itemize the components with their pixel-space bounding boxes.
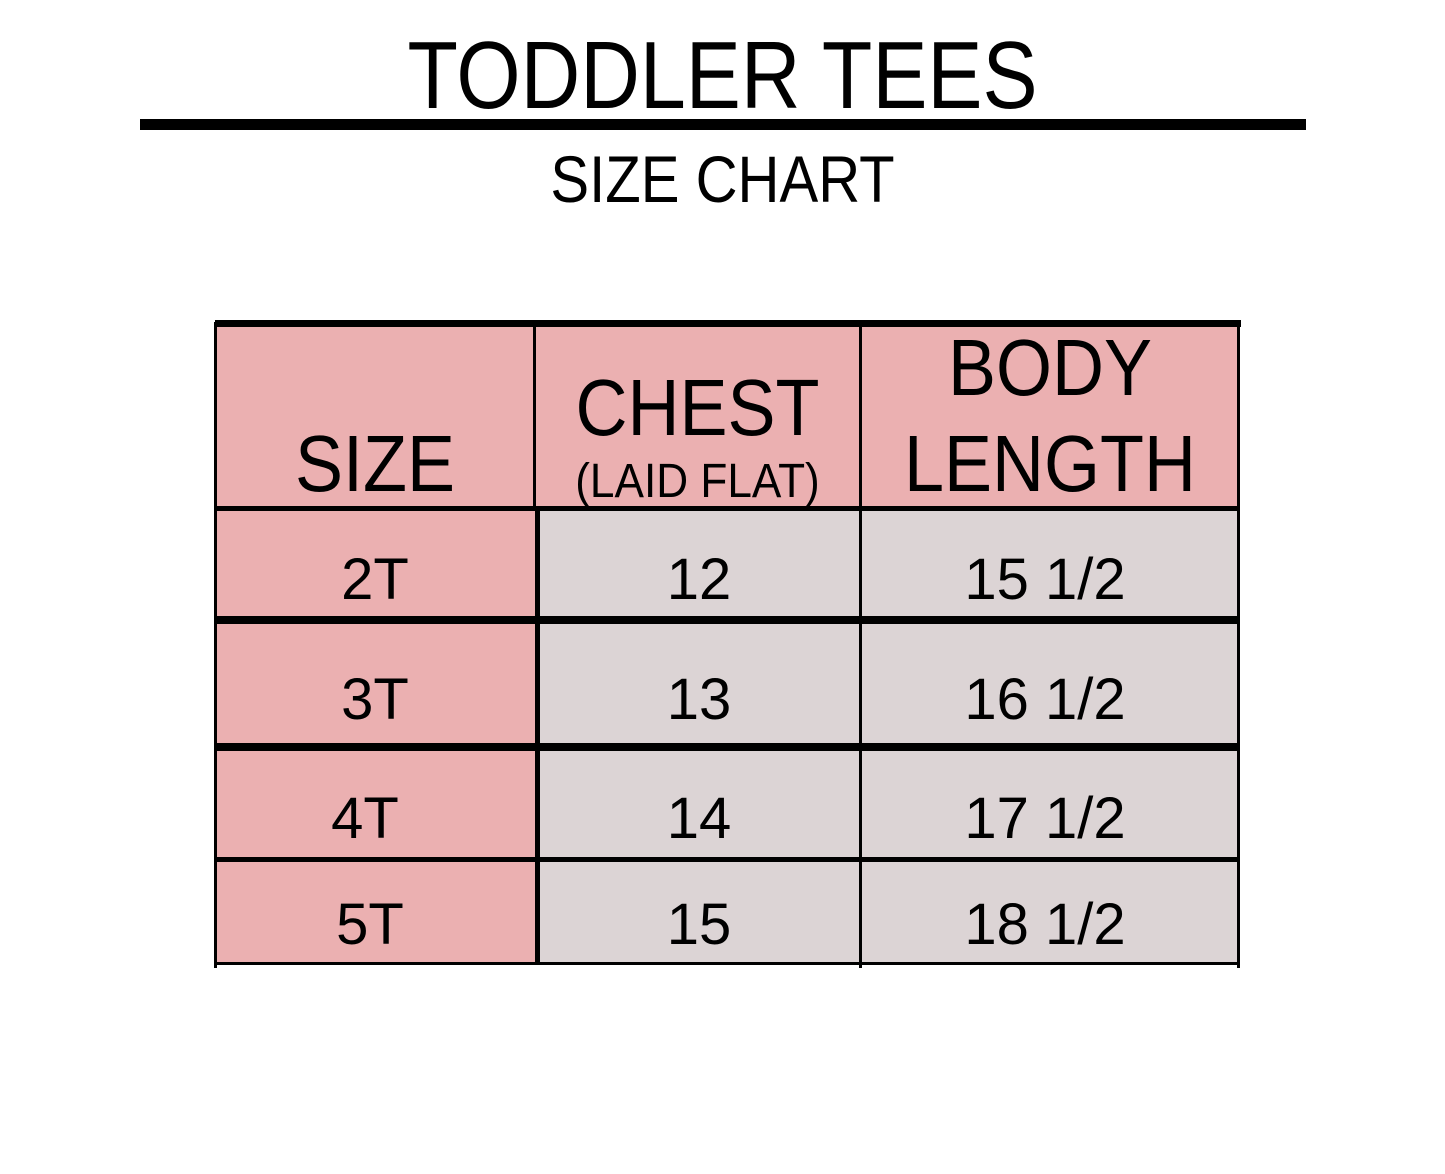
cell-body-length: 18 1/2 [964, 892, 1126, 957]
cell-body-length: 15 1/2 [964, 547, 1126, 612]
table-top-border [215, 320, 1241, 327]
page-subtitle: SIZE CHART [550, 142, 895, 216]
column-divider [535, 508, 540, 965]
header-body-length-line2: LENGTH [903, 419, 1197, 508]
table-right-border [1237, 322, 1240, 968]
title-divider [140, 119, 1306, 130]
table-bottom-border [215, 962, 1240, 965]
table-left-border [214, 322, 217, 968]
header-row [215, 322, 1240, 508]
row-divider [215, 616, 1240, 624]
cell-body-length: 16 1/2 [964, 667, 1126, 732]
cell-chest: 13 [666, 667, 732, 732]
header-chest: CHEST [575, 363, 820, 452]
data-area [535, 508, 1240, 965]
cell-size: 2T [341, 547, 409, 612]
row-divider [215, 743, 1240, 751]
header-size: SIZE [294, 419, 456, 508]
cell-size: 4T [331, 786, 399, 851]
cell-size: 5T [336, 892, 404, 957]
cell-body-length: 17 1/2 [964, 786, 1126, 851]
header-chest-note: (LAID FLAT) [575, 455, 820, 508]
row-divider [215, 506, 1240, 511]
header-body-length-line1: BODY [947, 323, 1153, 412]
cell-chest: 15 [666, 892, 732, 957]
cell-chest: 12 [666, 547, 732, 612]
row-divider [215, 857, 1240, 862]
cell-size: 3T [341, 667, 409, 732]
cell-chest: 14 [666, 786, 732, 851]
column-divider [859, 322, 862, 968]
page-title: TODDLER TEES [407, 22, 1038, 129]
column-divider [533, 322, 536, 508]
size-column [215, 508, 535, 965]
